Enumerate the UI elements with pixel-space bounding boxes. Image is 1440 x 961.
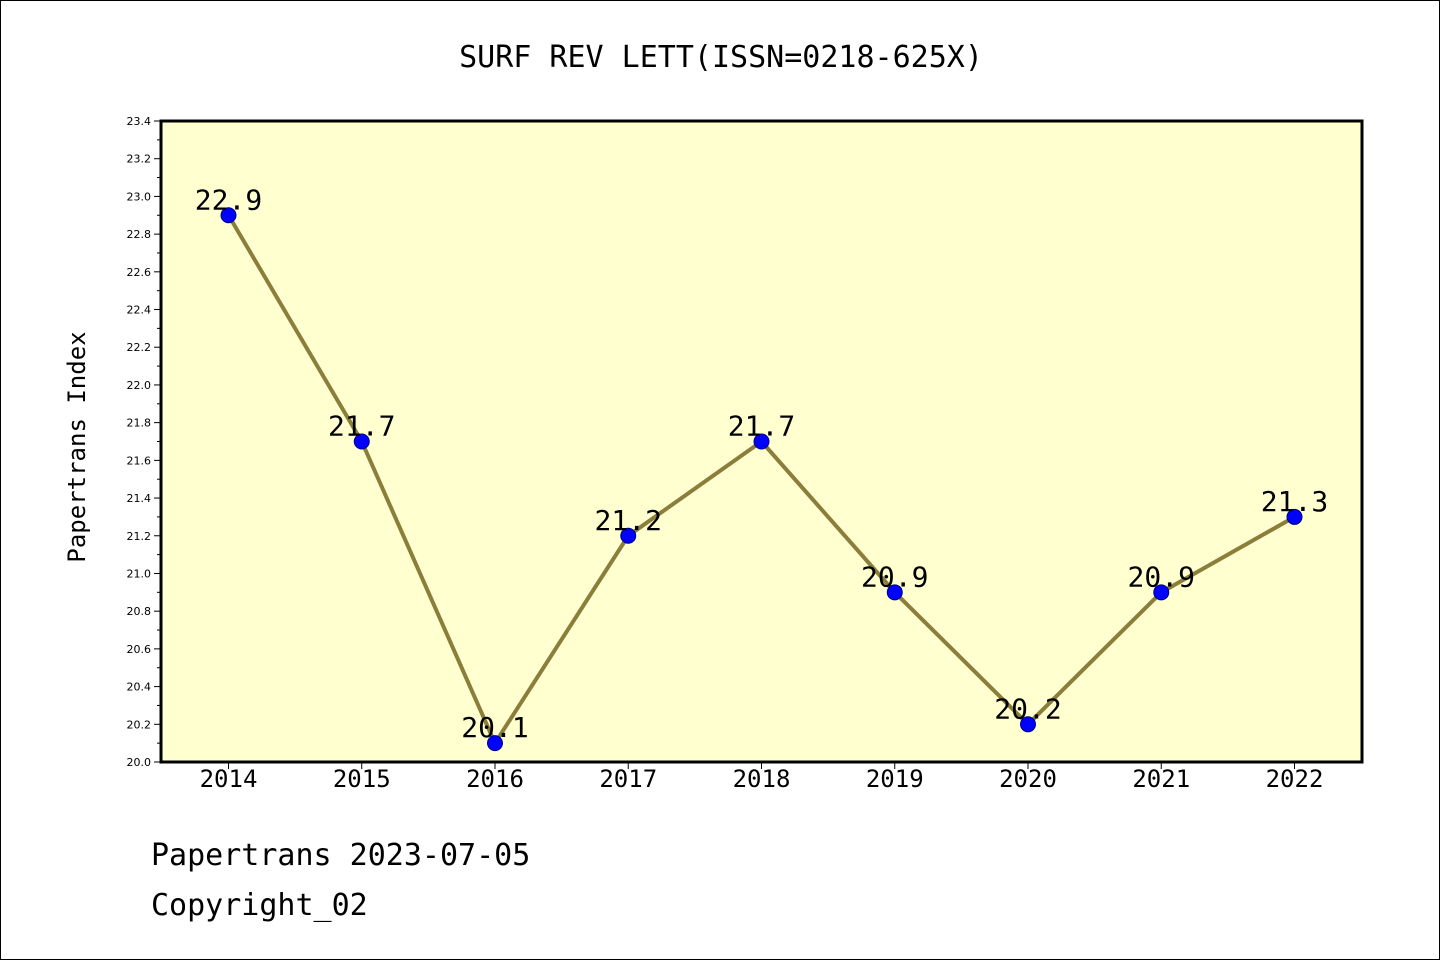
y-tick-label: 22.0 (127, 379, 152, 392)
data-label: 20.9 (1128, 560, 1195, 593)
y-tick-label: 20.0 (127, 756, 152, 769)
y-tick-label: 21.4 (127, 492, 152, 505)
y-tick-label: 23.0 (127, 190, 152, 203)
data-point (1153, 584, 1170, 601)
x-tick-label: 2019 (866, 765, 924, 793)
y-axis-label: Papertrans Index (63, 331, 91, 562)
y-tick-label: 22.8 (127, 228, 152, 241)
x-tick-label: 2022 (1266, 765, 1324, 793)
y-tick-label: 20.6 (127, 643, 152, 656)
data-point (487, 735, 503, 752)
y-tick-label: 22.2 (127, 341, 152, 354)
footer-copyright: Copyright_02 (151, 888, 368, 923)
data-label: 21.2 (595, 504, 662, 537)
y-tick-label: 21.0 (127, 567, 152, 580)
data-label: 21.3 (1261, 485, 1328, 518)
y-tick-label: 23.4 (127, 115, 152, 128)
x-tick-label: 2016 (466, 765, 524, 793)
x-tick-label: 2021 (1132, 765, 1190, 793)
data-point (1020, 716, 1036, 733)
x-axis: 2014 2015 2016 2017 2018 2019 2020 2021 2022 (200, 762, 1324, 793)
y-tick-label: 21.2 (127, 530, 152, 543)
x-tick-label: 2015 (333, 765, 391, 793)
x-tick-label: 2017 (599, 765, 657, 793)
series-layer: 22.9 21.7 20.1 21.2 21.7 20.9 20.2 20.9 21.3 (195, 183, 1328, 752)
data-label: 20.9 (861, 560, 928, 593)
y-tick-label: 22.4 (127, 304, 152, 317)
data-label: 20.1 (461, 711, 528, 744)
x-tick-label: 2018 (733, 765, 791, 793)
data-point (886, 584, 903, 601)
y-tick-label: 20.4 (127, 681, 152, 694)
y-axis: 20.0 20.2 20.4 20.6 20.8 21.0 21.2 21.4 21.6 21.8… (127, 115, 161, 769)
y-tick-label: 22.6 (127, 266, 152, 279)
data-label: 20.2 (994, 692, 1061, 725)
plot-border (159, 119, 1364, 764)
x-tick-label: 2014 (200, 765, 258, 793)
data-label: 22.9 (195, 183, 262, 216)
data-point (220, 207, 237, 224)
y-tick-label: 20.2 (127, 718, 152, 731)
data-point (353, 433, 370, 450)
data-point (620, 527, 637, 544)
data-point (753, 433, 770, 450)
data-label: 21.7 (728, 410, 795, 443)
data-label: 21.7 (328, 410, 395, 443)
y-tick-label: 23.2 (127, 153, 152, 166)
y-tick-label: 20.8 (127, 605, 152, 618)
x-tick-label: 2020 (999, 765, 1057, 793)
y-tick-label: 21.6 (127, 454, 152, 467)
footer-date: Papertrans 2023-07-05 (151, 838, 530, 873)
data-point (1286, 508, 1303, 525)
chart-title: SURF REV LETT(ISSN=0218-625X) (459, 40, 983, 75)
y-tick-label: 21.8 (127, 417, 152, 430)
